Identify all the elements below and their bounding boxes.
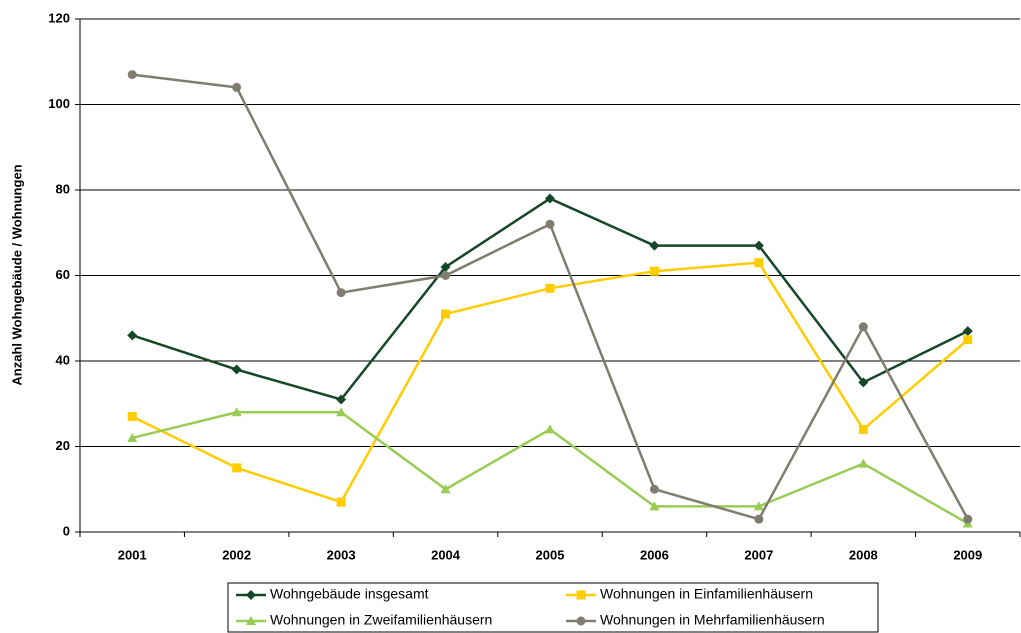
marker [127,432,138,442]
x-tick-label: 2009 [953,547,982,562]
marker [649,484,659,494]
marker [754,258,764,268]
marker [753,240,764,251]
marker [440,261,451,272]
x-tick-label: 2002 [222,547,251,562]
marker [336,407,347,417]
marker [545,283,555,293]
x-tick-label: 2007 [744,547,773,562]
marker [336,497,346,507]
y-tick-label: 60 [56,267,70,282]
x-tick-label: 2006 [640,547,669,562]
marker [576,590,586,600]
x-tick-label: 2005 [536,547,565,562]
marker [440,484,451,494]
marker [127,412,137,422]
marker [127,70,137,80]
marker [231,364,242,375]
marker [232,82,242,92]
y-tick-label: 40 [56,352,70,367]
marker [336,288,346,298]
marker [127,330,138,341]
legend-label: Wohngebäude insgesamt [270,586,429,602]
y-tick-label: 100 [48,96,70,111]
marker [545,219,555,229]
marker [858,377,869,388]
series-line [132,73,969,521]
marker [441,271,451,280]
series-line [131,261,969,504]
marker [962,326,973,337]
legend-label: Wohnungen in Zweifamilienhäusern [270,612,492,628]
y-tick-label: 0 [63,523,70,538]
marker [649,240,660,251]
marker [858,458,869,468]
marker [232,463,242,473]
y-tick-label: 20 [56,438,70,453]
marker [963,335,973,345]
x-tick-label: 2008 [849,547,878,562]
legend-label: Wohnungen in Mehrfamilienhäusern [600,612,825,628]
marker [963,514,973,524]
marker [649,501,660,511]
marker [754,514,764,524]
x-tick-label: 2003 [327,547,356,562]
marker [246,616,256,625]
legend-label: Wohnungen in Einfamilienhäusern [600,586,813,602]
marker [545,193,555,204]
legend-box [227,582,879,633]
marker [753,501,764,511]
marker [576,616,586,626]
marker [246,590,256,600]
marker [231,407,242,417]
marker [336,394,347,405]
marker [858,424,868,434]
marker [545,424,555,434]
x-tick-label: 2004 [431,547,461,562]
marker [441,309,451,319]
x-tick-label: 2001 [118,547,147,562]
y-tick-label: 120 [48,10,70,25]
y-axis-label: Anzahl Wohngebäude / Wohnungen [9,164,24,385]
y-tick-label: 80 [56,181,70,196]
marker [858,322,868,332]
marker [649,266,659,276]
